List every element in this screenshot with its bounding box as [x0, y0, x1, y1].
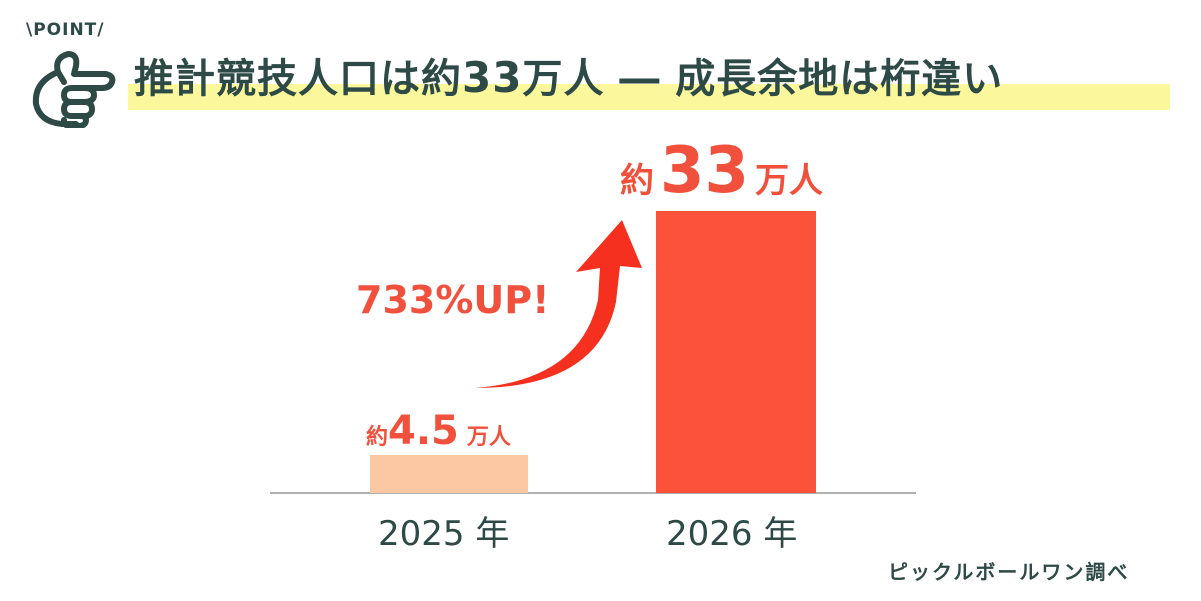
value-label-2025: 約4.5 万人 — [366, 408, 511, 454]
bar-2025 — [370, 455, 528, 493]
value-prefix: 約 — [620, 161, 654, 201]
value-number: 33 — [660, 134, 750, 208]
x-label-2025: 2025 年 — [378, 514, 510, 554]
bar-2026 — [656, 211, 816, 493]
growth-arrow-icon — [475, 220, 642, 388]
pointing-hand-icon — [32, 51, 116, 128]
title-prefix: 推計競技人口は約 — [134, 56, 462, 102]
x-label-2026: 2026 年 — [666, 514, 798, 554]
value-unit: 万人 — [755, 161, 824, 201]
source-credit: ピックルボールワン調べ — [888, 560, 1130, 584]
point-label: \POINT/ — [26, 20, 105, 40]
title-highlight — [128, 84, 1170, 110]
x-axis-line — [270, 492, 916, 494]
title-suffix: 万人 ― 成長余地は桁違い — [522, 56, 1004, 102]
page-title: 推計競技人口は約33万人 ― 成長余地は桁違い — [134, 46, 1003, 104]
value-prefix: 約 — [366, 425, 389, 450]
value-label-2026: 約33 万人 — [620, 134, 823, 208]
growth-annotation: 733%UP! — [356, 278, 550, 322]
value-number: 4.5 — [388, 408, 459, 454]
value-unit: 万人 — [466, 425, 511, 450]
title-number: 33 — [462, 53, 523, 102]
